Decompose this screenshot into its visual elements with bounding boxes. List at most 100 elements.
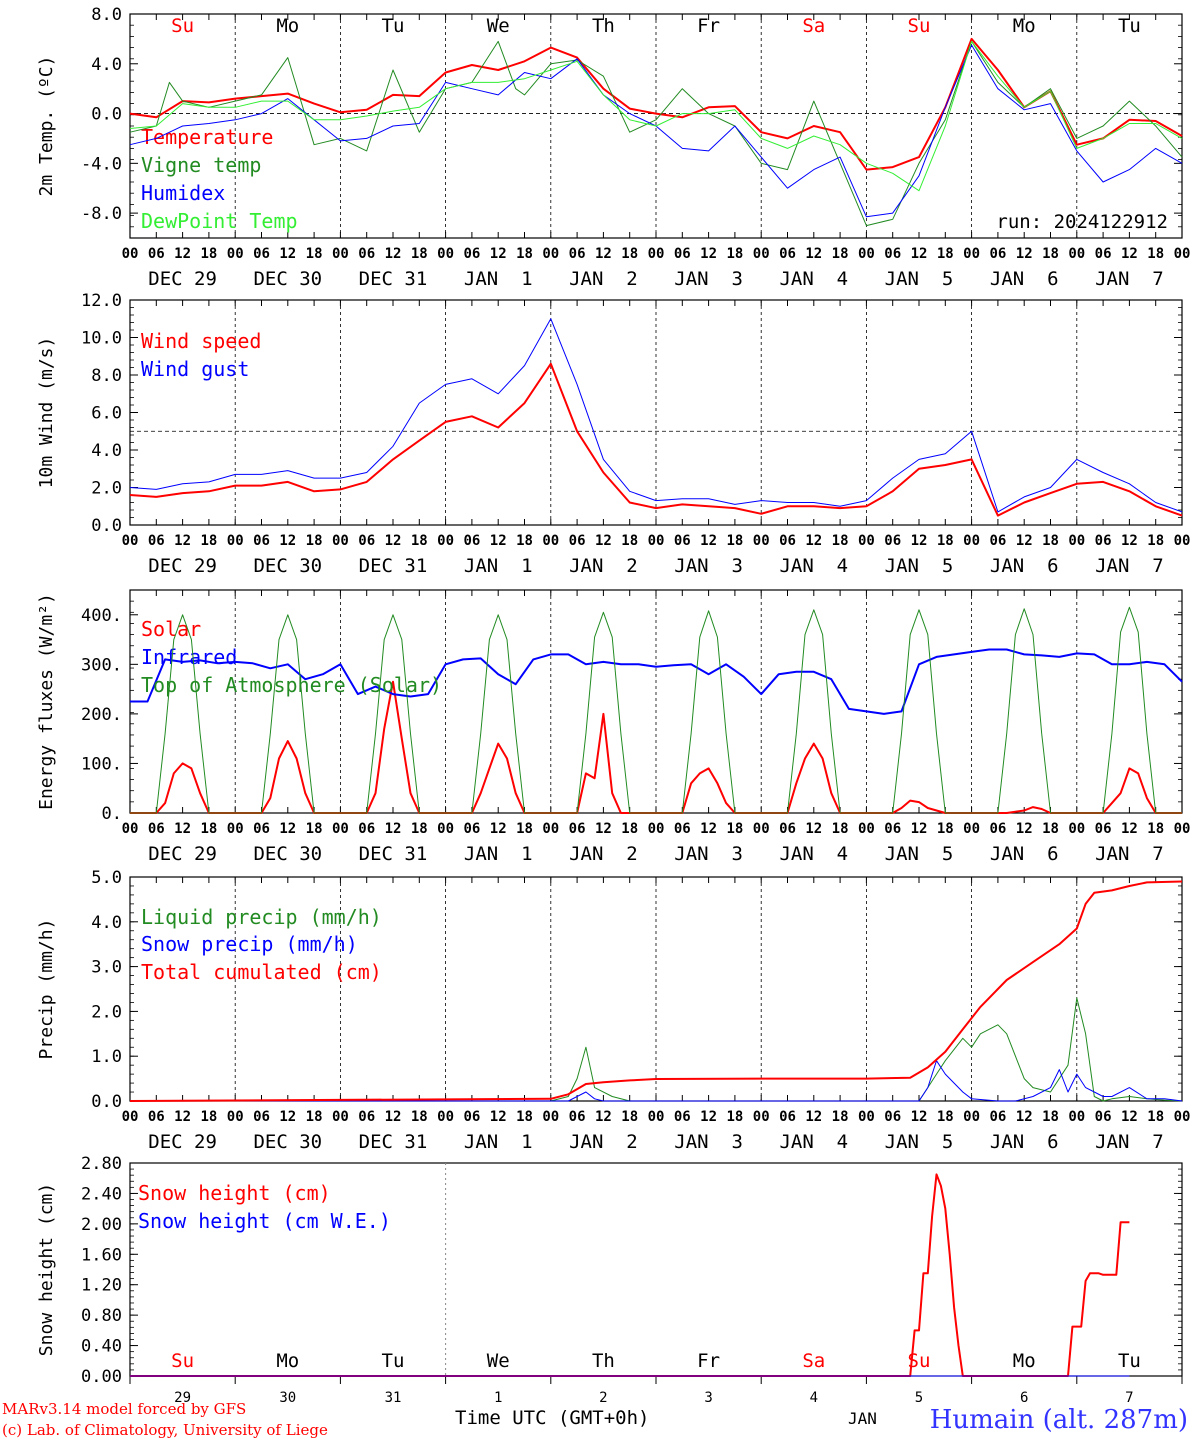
date-label: JAN 4 [779, 268, 848, 290]
hour-tick-label: 18 [621, 821, 638, 837]
legend-entry: Temperature [141, 125, 273, 149]
hour-tick-label: 06 [463, 821, 480, 837]
hour-tick-label: 00 [332, 246, 349, 262]
date-label: JAN 5 [885, 268, 954, 290]
y-axis-label: 10m Wind (m/s) [36, 337, 57, 489]
hour-tick-label: 12 [385, 246, 402, 262]
y-tick-label: 2.00 [81, 1215, 122, 1235]
y-tick-label: 4.0 [91, 913, 122, 933]
y-tick-label: 12.0 [81, 291, 122, 311]
plot-frame [129, 589, 1183, 814]
hour-tick-label: 06 [674, 821, 691, 837]
y-tick-label: 4.0 [91, 441, 122, 461]
plot-frame [129, 299, 1183, 526]
hour-tick-label: 18 [937, 1109, 954, 1125]
y-tick-label: 1.60 [81, 1245, 122, 1265]
legend-entry: Solar [141, 617, 201, 641]
y-tick-label: 100. [81, 754, 122, 774]
hour-tick-label: 06 [569, 533, 586, 549]
hour-tick-label: 00 [437, 533, 454, 549]
day-of-week-label: Mo [276, 15, 299, 37]
hour-tick-label: 18 [306, 821, 323, 837]
hour-tick-label: 18 [1147, 821, 1164, 837]
hour-tick-label: 12 [174, 533, 191, 549]
day-of-week-label: Th [592, 1350, 615, 1372]
hour-tick-label: 18 [411, 1109, 428, 1125]
y-tick-label: 3.0 [91, 958, 122, 978]
date-label: JAN 7 [1095, 843, 1164, 865]
hour-tick-label: 18 [516, 246, 533, 262]
hour-tick-label: 18 [1042, 533, 1059, 549]
y-tick-label: -8.0 [81, 204, 122, 224]
hour-tick-label: 06 [569, 821, 586, 837]
hour-tick-label: 06 [148, 246, 165, 262]
hour-tick-label: 00 [542, 821, 559, 837]
date-label: JAN 3 [674, 268, 743, 290]
legend-entry: Infrared [141, 645, 237, 669]
date-label: JAN 2 [569, 1131, 638, 1153]
hour-tick-label: 12 [700, 533, 717, 549]
hour-tick-label: 18 [516, 1109, 533, 1125]
hour-tick-label: 06 [884, 821, 901, 837]
legend-entry: Vigne temp [141, 153, 261, 177]
day-of-week-label: Sa [802, 1350, 825, 1372]
date-label: DEC 30 [253, 555, 322, 577]
day-number-label: 3 [704, 1390, 712, 1406]
date-label: JAN 3 [674, 843, 743, 865]
y-axis-label: Energy fluxes (W/m²) [36, 593, 57, 810]
hour-tick-label: 06 [253, 821, 270, 837]
hour-tick-label: 00 [437, 246, 454, 262]
hour-tick-label: 06 [884, 533, 901, 549]
date-label: JAN 6 [990, 843, 1059, 865]
hour-tick-label: 12 [490, 1109, 507, 1125]
hour-tick-label: 06 [569, 246, 586, 262]
hour-tick-label: 12 [595, 533, 612, 549]
y-tick-label: 0.0 [91, 516, 122, 536]
hour-tick-label: 00 [122, 533, 139, 549]
hour-tick-label: 06 [884, 1109, 901, 1125]
date-label: DEC 29 [148, 1131, 217, 1153]
hour-tick-label: 00 [542, 533, 559, 549]
legend-entry: Liquid precip (mm/h) [141, 905, 382, 929]
hour-tick-label: 12 [385, 533, 402, 549]
hour-tick-label: 06 [674, 1109, 691, 1125]
hour-tick-label: 00 [227, 821, 244, 837]
hour-tick-label: 18 [1042, 246, 1059, 262]
date-label: JAN 2 [569, 268, 638, 290]
hour-tick-label: 12 [911, 533, 928, 549]
hour-tick-label: 18 [200, 1109, 217, 1125]
hour-tick-label: 06 [884, 246, 901, 262]
hour-tick-label: 18 [516, 821, 533, 837]
date-label: JAN 2 [569, 843, 638, 865]
hour-tick-label: 00 [122, 821, 139, 837]
hour-tick-label: 00 [648, 533, 665, 549]
hour-tick-label: 18 [832, 533, 849, 549]
run-label: run: 2024122912 [996, 211, 1168, 233]
hour-tick-label: 00 [227, 246, 244, 262]
hour-tick-label: 06 [253, 246, 270, 262]
series-snow-precip-mm-h [130, 1060, 1183, 1102]
footer-lab-credit: (c) Lab. of Climatology, University of L… [2, 1421, 328, 1439]
hour-tick-label: 06 [148, 533, 165, 549]
hour-tick-label: 06 [148, 821, 165, 837]
hour-tick-label: 18 [832, 246, 849, 262]
y-tick-label: 2.0 [91, 479, 122, 499]
date-label: JAN 6 [990, 555, 1059, 577]
hour-tick-label: 06 [358, 821, 375, 837]
series-top-of-atmosphere-solar [130, 606, 1182, 814]
hour-tick-label: 00 [542, 246, 559, 262]
y-tick-label: 0.00 [81, 1367, 122, 1387]
hour-tick-label: 12 [385, 821, 402, 837]
legend-entry: Snow precip (mm/h) [141, 932, 358, 956]
hour-tick-label: 06 [463, 533, 480, 549]
date-label: DEC 29 [148, 555, 217, 577]
hour-tick-label: 12 [1121, 1109, 1138, 1125]
hour-tick-label: 00 [753, 821, 770, 837]
hour-tick-label: 00 [1174, 533, 1191, 549]
day-of-week-label: Tu [1118, 15, 1141, 37]
date-label: JAN 1 [464, 268, 533, 290]
date-label: DEC 31 [359, 268, 428, 290]
day-number-label: 6 [1020, 1390, 1028, 1406]
hour-tick-label: 00 [122, 1109, 139, 1125]
date-label: JAN 4 [779, 843, 848, 865]
